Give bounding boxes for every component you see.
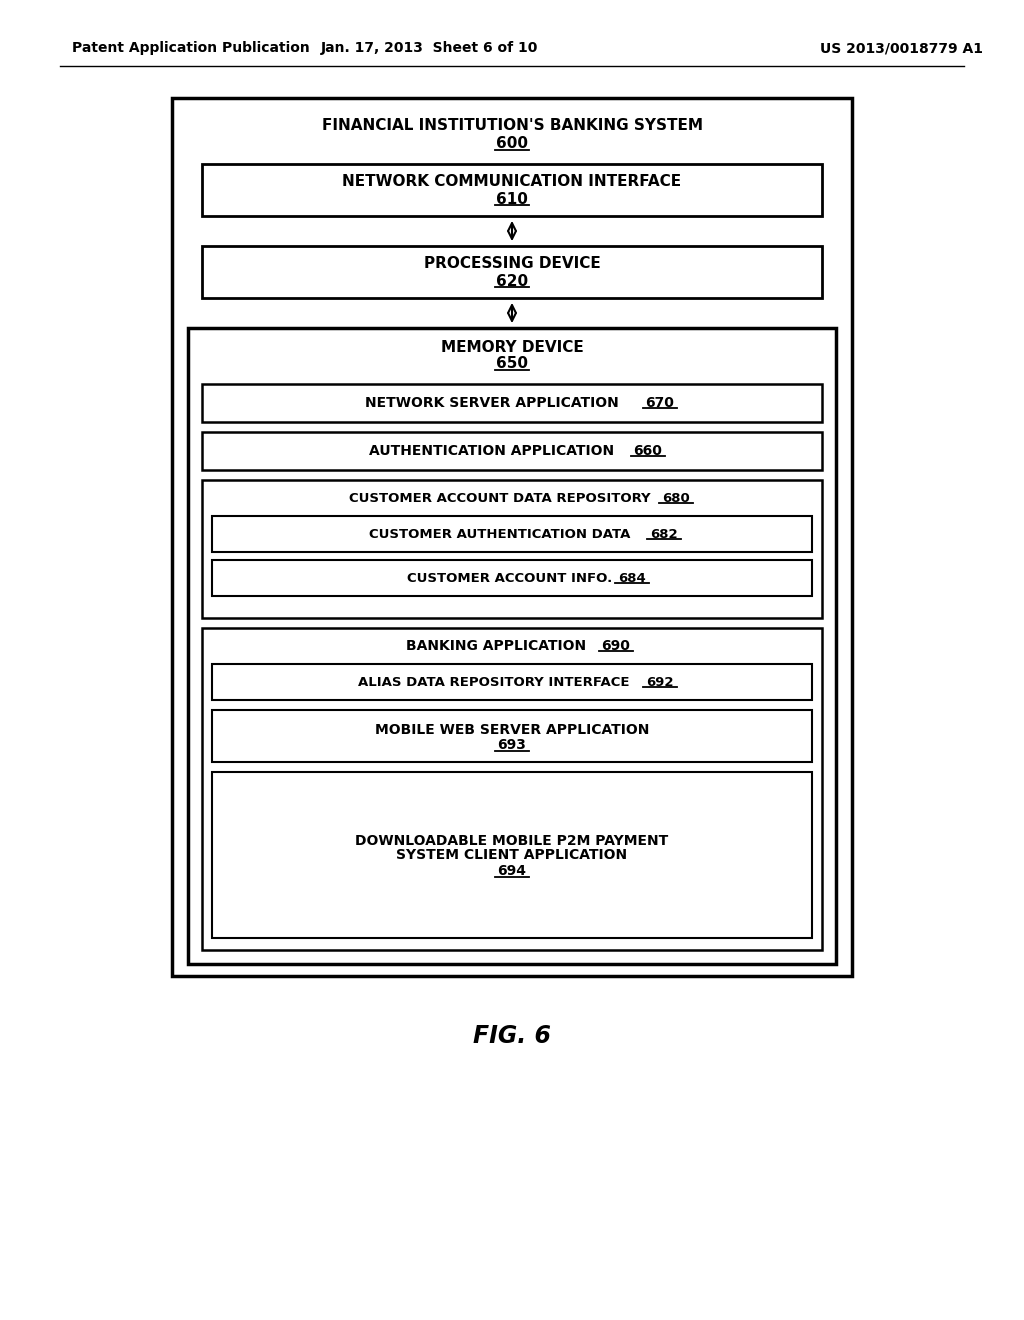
Text: 690: 690 xyxy=(601,639,631,653)
Text: 680: 680 xyxy=(663,491,690,504)
Text: DOWNLOADABLE MOBILE P2M PAYMENT: DOWNLOADABLE MOBILE P2M PAYMENT xyxy=(355,834,669,847)
Text: 684: 684 xyxy=(618,572,646,585)
Text: BANKING APPLICATION: BANKING APPLICATION xyxy=(406,639,591,653)
Text: 670: 670 xyxy=(645,396,675,411)
Text: US 2013/0018779 A1: US 2013/0018779 A1 xyxy=(820,41,983,55)
Bar xyxy=(172,98,852,975)
Bar xyxy=(212,772,812,939)
Text: Jan. 17, 2013  Sheet 6 of 10: Jan. 17, 2013 Sheet 6 of 10 xyxy=(322,41,539,55)
Text: 600: 600 xyxy=(496,136,528,152)
Text: FIG. 6: FIG. 6 xyxy=(473,1024,551,1048)
Text: MOBILE WEB SERVER APPLICATION: MOBILE WEB SERVER APPLICATION xyxy=(375,723,649,737)
Bar xyxy=(202,628,822,950)
Text: CUSTOMER AUTHENTICATION DATA: CUSTOMER AUTHENTICATION DATA xyxy=(369,528,635,540)
Bar xyxy=(188,327,836,964)
Bar xyxy=(212,664,812,700)
Text: ALIAS DATA REPOSITORY INTERFACE: ALIAS DATA REPOSITORY INTERFACE xyxy=(357,676,638,689)
Text: Patent Application Publication: Patent Application Publication xyxy=(72,41,309,55)
Text: 682: 682 xyxy=(650,528,678,540)
Bar xyxy=(202,164,822,216)
Text: MEMORY DEVICE: MEMORY DEVICE xyxy=(440,341,584,355)
Text: PROCESSING DEVICE: PROCESSING DEVICE xyxy=(424,256,600,272)
Bar xyxy=(212,710,812,762)
Text: CUSTOMER ACCOUNT DATA REPOSITORY: CUSTOMER ACCOUNT DATA REPOSITORY xyxy=(349,491,655,504)
Text: 610: 610 xyxy=(496,191,528,206)
Bar xyxy=(212,560,812,597)
Text: 620: 620 xyxy=(496,273,528,289)
Text: 694: 694 xyxy=(498,865,526,878)
Bar xyxy=(202,384,822,422)
Text: 650: 650 xyxy=(496,356,528,371)
Text: FINANCIAL INSTITUTION'S BANKING SYSTEM: FINANCIAL INSTITUTION'S BANKING SYSTEM xyxy=(322,119,702,133)
Text: 693: 693 xyxy=(498,738,526,752)
Text: 660: 660 xyxy=(634,444,663,458)
Text: SYSTEM CLIENT APPLICATION: SYSTEM CLIENT APPLICATION xyxy=(396,847,628,862)
Bar xyxy=(202,432,822,470)
Text: AUTHENTICATION APPLICATION: AUTHENTICATION APPLICATION xyxy=(369,444,618,458)
Text: 692: 692 xyxy=(646,676,674,689)
Text: CUSTOMER ACCOUNT INFO.: CUSTOMER ACCOUNT INFO. xyxy=(408,572,616,585)
Bar xyxy=(202,246,822,298)
Bar xyxy=(202,480,822,618)
Bar xyxy=(212,516,812,552)
Text: NETWORK COMMUNICATION INTERFACE: NETWORK COMMUNICATION INTERFACE xyxy=(342,174,682,190)
Text: NETWORK SERVER APPLICATION: NETWORK SERVER APPLICATION xyxy=(365,396,624,411)
